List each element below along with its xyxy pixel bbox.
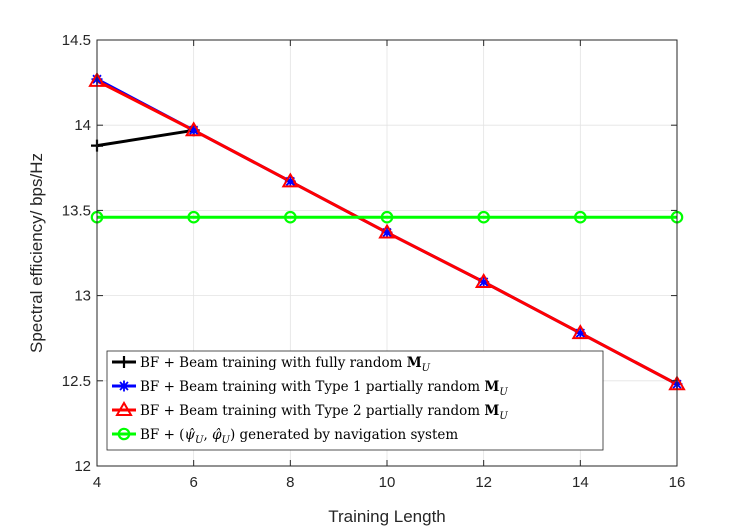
series-3-point <box>474 272 493 288</box>
series-4-point <box>477 210 490 224</box>
x-tick-label: 12 <box>475 474 492 491</box>
series-2-point <box>381 227 393 239</box>
y-axis-title: Spectral efficiency/ bps/Hz <box>27 153 46 353</box>
series-2-point <box>188 124 200 136</box>
legend-entry-2: BF + Beam training with Type 1 partially… <box>140 379 508 398</box>
legend-entry-1: BF + Beam training with fully random MU <box>140 355 431 374</box>
x-tick-label: 4 <box>93 474 101 491</box>
x-axis-title: Training Length <box>328 507 446 526</box>
series-3-point <box>281 172 300 188</box>
y-tick-label: 13.5 <box>62 202 91 219</box>
y-tick-label: 12.5 <box>62 373 91 390</box>
series-2-point <box>478 276 490 288</box>
series-4-point <box>380 210 394 224</box>
x-tick-label: 8 <box>286 474 294 491</box>
x-tick-label: 14 <box>572 474 589 491</box>
legend-swatch-marker-4 <box>117 427 131 441</box>
legend-swatch-marker-1 <box>118 356 130 368</box>
x-tick-label: 10 <box>379 474 396 491</box>
series-4-point <box>574 210 587 224</box>
y-tick-label: 13 <box>74 288 91 305</box>
series-2-point <box>574 327 586 339</box>
series-4-point <box>284 210 297 224</box>
series-2-point <box>284 175 296 187</box>
x-tick-label: 6 <box>189 474 197 491</box>
y-tick-label: 12 <box>74 458 91 475</box>
series-3-point <box>571 324 590 340</box>
legend-entry-3: BF + Beam training with Type 2 partially… <box>140 403 508 422</box>
y-tick-label: 14.5 <box>62 32 91 49</box>
y-tick-label: 14 <box>74 117 91 134</box>
series-3-point <box>378 223 396 239</box>
legend-swatch-marker-2 <box>118 380 130 392</box>
legend: BF + Beam training with fully random MU B… <box>106 350 604 451</box>
series-4-point <box>187 210 200 224</box>
legend-entry-4: BF + (ψ̂U, φ̂U) generated by navigation … <box>140 427 458 446</box>
axis-ticks: 4 6 8 10 12 14 16 12 12.5 13 13.5 14 14.5 <box>62 32 686 491</box>
series-line-1 <box>96 128 194 148</box>
x-tick-label: 16 <box>669 474 686 491</box>
series-3-point <box>184 121 203 137</box>
legend-box <box>106 350 604 451</box>
legend-swatch-marker-3 <box>115 401 133 416</box>
